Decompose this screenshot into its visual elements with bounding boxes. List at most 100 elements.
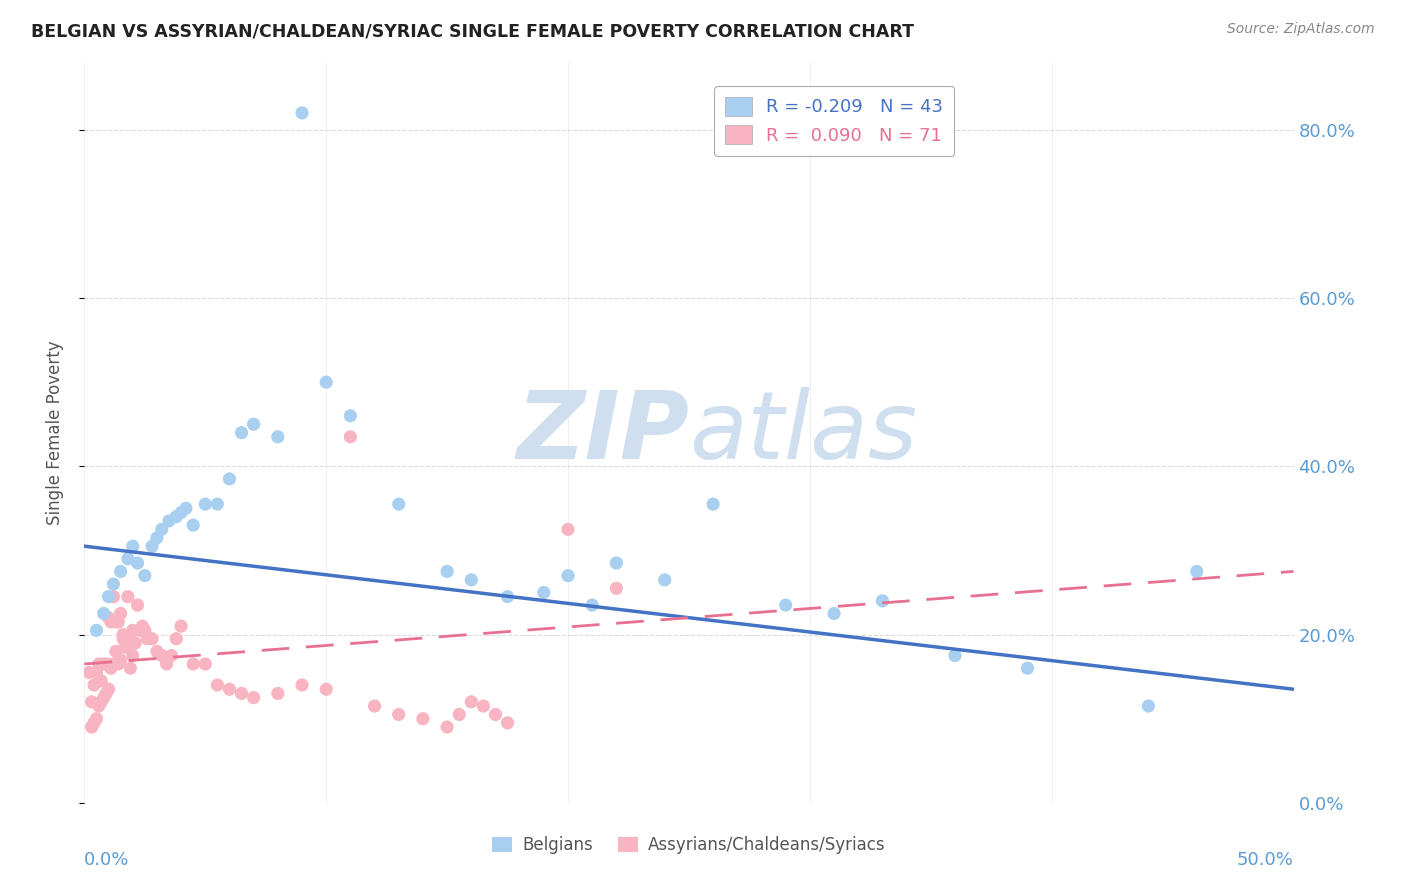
- Point: [107, 615, 129, 629]
- Point: [1185, 565, 1208, 579]
- Point: [86, 712, 108, 726]
- Point: [103, 590, 125, 604]
- Point: [155, 657, 177, 671]
- Point: [90, 695, 112, 709]
- Point: [484, 707, 506, 722]
- Point: [83, 715, 105, 730]
- Point: [93, 607, 115, 621]
- Point: [267, 430, 290, 444]
- Point: [121, 624, 143, 638]
- Point: [315, 682, 337, 697]
- Point: [775, 598, 797, 612]
- Point: [117, 551, 139, 566]
- Point: [120, 632, 142, 646]
- Point: [103, 577, 125, 591]
- Point: [121, 539, 143, 553]
- Point: [363, 699, 385, 714]
- Point: [207, 497, 229, 511]
- Point: [654, 573, 676, 587]
- Point: [581, 598, 603, 612]
- Point: [93, 657, 115, 671]
- Point: [496, 590, 519, 604]
- Point: [242, 690, 264, 705]
- Point: [165, 632, 187, 646]
- Point: [129, 624, 152, 638]
- Text: atlas: atlas: [689, 387, 917, 478]
- Point: [87, 657, 110, 671]
- Point: [174, 501, 197, 516]
- Point: [557, 568, 579, 582]
- Point: [131, 619, 153, 633]
- Point: [103, 657, 125, 671]
- Point: [110, 653, 132, 667]
- Point: [291, 106, 314, 120]
- Point: [207, 678, 229, 692]
- Point: [472, 699, 495, 714]
- Point: [267, 686, 290, 700]
- Text: 0.0%: 0.0%: [84, 851, 129, 869]
- Point: [460, 695, 482, 709]
- Text: Source: ZipAtlas.com: Source: ZipAtlas.com: [1227, 22, 1375, 37]
- Point: [112, 632, 135, 646]
- Point: [136, 632, 159, 646]
- Point: [127, 556, 149, 570]
- Point: [104, 644, 127, 658]
- Point: [100, 661, 122, 675]
- Point: [127, 598, 149, 612]
- Point: [87, 699, 110, 714]
- Point: [157, 514, 180, 528]
- Point: [605, 581, 627, 595]
- Point: [339, 430, 361, 444]
- Point: [114, 636, 136, 650]
- Point: [77, 665, 100, 680]
- Point: [97, 682, 120, 697]
- Point: [100, 615, 122, 629]
- Point: [97, 590, 120, 604]
- Legend: Belgians, Assyrians/Chaldeans/Syriacs: Belgians, Assyrians/Chaldeans/Syriacs: [485, 830, 893, 861]
- Point: [114, 640, 136, 655]
- Point: [702, 497, 724, 511]
- Point: [93, 690, 115, 705]
- Point: [218, 682, 240, 697]
- Point: [141, 539, 163, 553]
- Point: [436, 565, 458, 579]
- Point: [165, 509, 187, 524]
- Point: [388, 497, 411, 511]
- Point: [83, 678, 105, 692]
- Text: 50.0%: 50.0%: [1237, 851, 1294, 869]
- Point: [872, 594, 894, 608]
- Point: [557, 522, 579, 536]
- Point: [231, 425, 253, 440]
- Point: [104, 615, 127, 629]
- Point: [80, 720, 103, 734]
- Point: [315, 375, 337, 389]
- Point: [496, 715, 519, 730]
- Point: [449, 707, 471, 722]
- Point: [170, 506, 193, 520]
- Point: [242, 417, 264, 432]
- Point: [117, 590, 139, 604]
- Point: [412, 712, 434, 726]
- Point: [605, 556, 627, 570]
- Point: [90, 673, 112, 688]
- Point: [436, 720, 458, 734]
- Point: [388, 707, 411, 722]
- Point: [117, 632, 139, 646]
- Point: [97, 610, 120, 624]
- Point: [181, 518, 204, 533]
- Point: [160, 648, 183, 663]
- Text: BELGIAN VS ASSYRIAN/CHALDEAN/SYRIAC SINGLE FEMALE POVERTY CORRELATION CHART: BELGIAN VS ASSYRIAN/CHALDEAN/SYRIAC SING…: [31, 22, 914, 40]
- Point: [86, 665, 108, 680]
- Point: [124, 636, 146, 650]
- Y-axis label: Single Female Poverty: Single Female Poverty: [45, 341, 63, 524]
- Point: [1017, 661, 1039, 675]
- Text: ZIP: ZIP: [516, 386, 689, 479]
- Point: [134, 624, 156, 638]
- Point: [291, 678, 314, 692]
- Point: [94, 686, 117, 700]
- Point: [218, 472, 240, 486]
- Point: [194, 657, 217, 671]
- Point: [181, 657, 204, 671]
- Point: [86, 624, 108, 638]
- Point: [141, 632, 163, 646]
